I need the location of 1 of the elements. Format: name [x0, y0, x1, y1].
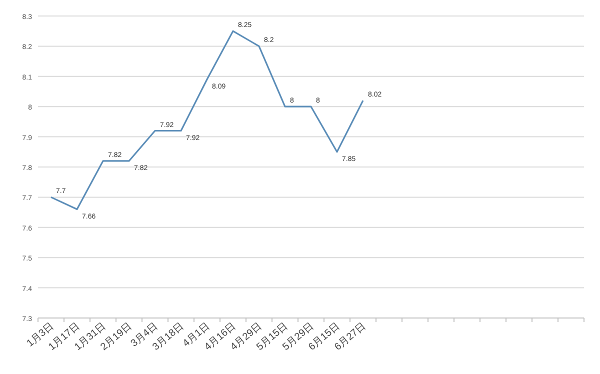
line-series [50, 30, 364, 210]
